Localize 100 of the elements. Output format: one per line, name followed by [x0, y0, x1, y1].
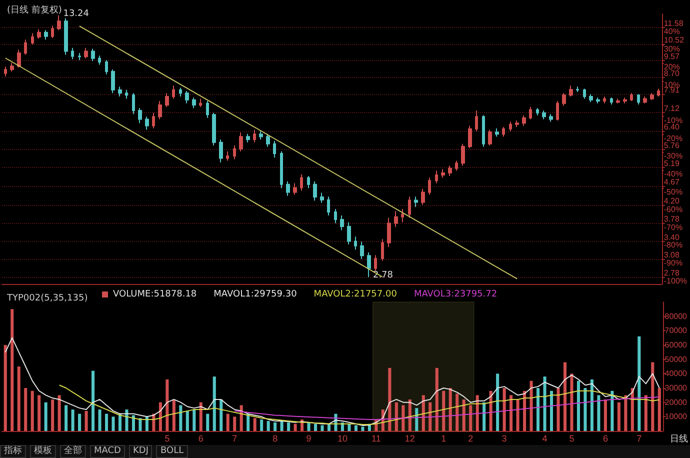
bar — [287, 422, 290, 431]
bar — [17, 366, 20, 431]
bar — [112, 416, 115, 431]
bar — [260, 420, 264, 431]
y-tick-label: 3.78 — [664, 214, 680, 224]
x-tick-label: 1 — [441, 434, 446, 444]
bar — [496, 374, 500, 431]
bar — [476, 395, 479, 431]
line-series — [58, 384, 660, 426]
x-tick-label: 3 — [502, 434, 507, 444]
bar — [658, 388, 661, 431]
x-tick-label: 4 — [542, 434, 548, 444]
bar — [361, 426, 364, 431]
bar — [415, 408, 418, 431]
chart-title: (日线 前复权) — [7, 4, 62, 16]
bar — [523, 390, 526, 431]
bar — [64, 405, 68, 431]
x-tick-label: 12 — [404, 434, 415, 444]
bar — [212, 376, 216, 431]
bar — [138, 418, 142, 431]
legend-label: VOLUME:51878.18 — [113, 290, 197, 300]
y-tick-label: 70000 — [664, 326, 688, 336]
bar — [226, 414, 230, 431]
line-series — [4, 337, 660, 426]
x-tick-label: 7 — [232, 434, 238, 444]
bar — [604, 399, 607, 431]
bar — [638, 336, 641, 431]
bar — [516, 399, 520, 431]
bar — [543, 376, 546, 431]
bar — [30, 390, 34, 431]
y2-tick-label: -80% — [664, 240, 683, 250]
bar — [597, 395, 600, 431]
bar — [166, 379, 169, 431]
bar — [556, 388, 560, 431]
y2-tick-label: 30% — [664, 44, 680, 54]
x-tick-label: 11 — [372, 434, 381, 444]
y-tick-label: 3.40 — [664, 233, 680, 242]
bar — [274, 422, 277, 431]
text: 日线 — [670, 434, 688, 444]
bar — [348, 424, 351, 431]
y2-tick-label: 40% — [664, 26, 680, 36]
bar — [38, 395, 41, 431]
y-tick-label: 10.52 — [664, 36, 684, 45]
text: MACD — [90, 445, 125, 458]
x-tick-label: 10 — [337, 434, 348, 444]
bar — [489, 390, 492, 431]
bar — [233, 416, 236, 431]
y-tick-label: 40000 — [664, 369, 688, 378]
bar — [651, 362, 654, 431]
y2-tick-label: -30% — [664, 152, 683, 161]
bar — [428, 402, 432, 431]
bar — [354, 425, 358, 431]
y-tick-label: 6.40 — [664, 122, 680, 132]
bar — [394, 402, 398, 431]
bar — [104, 414, 108, 431]
y2-tick-label: -70% — [664, 222, 683, 232]
bar — [246, 414, 250, 431]
bar — [220, 399, 223, 431]
x-tick-label: 8 — [272, 434, 278, 444]
y2-tick-label: -90% — [664, 258, 683, 268]
bar — [576, 380, 580, 431]
y-tick-label: 9.57 — [664, 52, 680, 62]
bar — [4, 345, 7, 431]
annotation: 2.78 — [372, 270, 394, 280]
chart-title: TYP002(5,35,135) — [6, 294, 88, 304]
bar — [253, 418, 256, 431]
bar — [536, 388, 540, 431]
bar — [78, 414, 82, 431]
bar — [584, 388, 587, 431]
bar — [402, 405, 405, 431]
bar — [624, 395, 628, 431]
y-tick-label: 50000 — [664, 354, 688, 364]
text: BOLL — [156, 445, 188, 458]
x-tick-label: 6 — [198, 434, 204, 444]
y-tick-label: 5.76 — [664, 141, 680, 150]
x-tick-label: 5 — [164, 434, 170, 444]
bar — [617, 402, 620, 431]
text: MAVOL2:21757.00 — [314, 290, 398, 300]
bar — [58, 395, 61, 431]
text: KDJ — [128, 445, 152, 458]
text: 模板 — [30, 445, 56, 458]
x-tick-label: 2 — [468, 434, 474, 444]
y-tick-label: 10000 — [664, 412, 688, 422]
bar — [388, 368, 392, 431]
y2-tick-label: -10% — [664, 116, 683, 125]
bar — [570, 374, 574, 431]
bar — [84, 410, 88, 431]
y-tick-label: 5.19 — [664, 159, 680, 168]
bar — [482, 402, 486, 431]
bar — [92, 370, 95, 431]
y2-tick-label: -100% — [664, 276, 687, 286]
bar — [44, 402, 48, 431]
y-tick-label: 60000 — [664, 340, 688, 350]
bar — [266, 420, 270, 431]
bar — [462, 399, 466, 431]
bar — [280, 420, 284, 431]
bar — [71, 410, 74, 431]
bar — [550, 390, 554, 431]
y-tick-label: 30000 — [664, 384, 688, 392]
y2-tick-label: -50% — [664, 187, 683, 196]
